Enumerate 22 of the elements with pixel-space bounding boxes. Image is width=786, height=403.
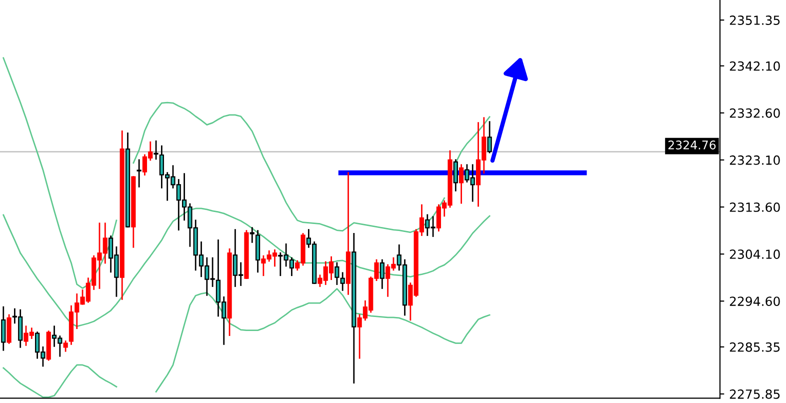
y-tick-label: 2332.60 xyxy=(730,108,780,118)
y-tick-label: 2275.85 xyxy=(730,389,780,399)
y-tick-label: 2294.60 xyxy=(730,296,780,306)
candlestick xyxy=(459,164,464,204)
y-tick-label: 2313.60 xyxy=(730,202,780,212)
candlestick xyxy=(154,140,158,160)
candlestick xyxy=(340,272,345,291)
candlestick xyxy=(136,159,142,188)
candlestick xyxy=(380,259,384,289)
y-tick-label: 2285.35 xyxy=(730,342,780,352)
line-series xyxy=(2,208,490,328)
y-tick-label: 2304.10 xyxy=(730,250,780,259)
candlestick xyxy=(63,340,68,352)
candlestick xyxy=(1,306,6,351)
y-tick-label: 2342.10 xyxy=(730,61,780,71)
y-tick-label: 2323.10 xyxy=(730,155,780,165)
ref-line-label: 2324.76 xyxy=(668,140,716,150)
candlestick xyxy=(487,121,492,154)
candlestick xyxy=(453,159,458,192)
candlestick xyxy=(250,227,254,243)
candlestick xyxy=(334,262,340,285)
y-tick-label: 2351.35 xyxy=(730,16,780,25)
